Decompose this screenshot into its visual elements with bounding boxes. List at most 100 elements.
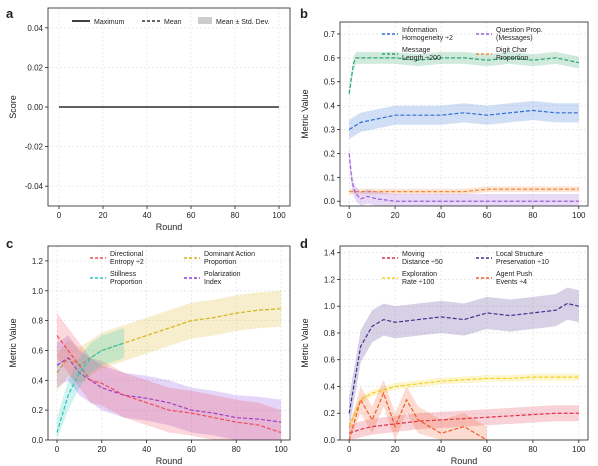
plot-frame: [339, 21, 589, 207]
y-tick-label: 0.3: [324, 126, 336, 135]
panel-label: b: [300, 6, 308, 21]
legend-label: Digit Char: [496, 47, 528, 54]
plot-frame: [47, 245, 291, 441]
y-tick-label: 0.0: [32, 436, 44, 445]
series-line: [56, 342, 125, 433]
y-tick-label: 0.2: [324, 409, 336, 418]
series-line: [348, 109, 579, 131]
panel-label: a: [6, 6, 14, 21]
x-tick-label: 60: [187, 211, 196, 220]
legend-label: Moving: [402, 251, 425, 258]
y-tick-label: 0.6: [324, 356, 336, 365]
x-tick-label: 60: [187, 445, 196, 454]
y-tick-label: 0.7: [324, 30, 336, 39]
x-tick-label: 0: [57, 211, 62, 220]
x-tick-label: 60: [483, 211, 492, 220]
legend-label: Stillness: [110, 271, 137, 278]
y-tick-label: 0.8: [324, 329, 336, 338]
y-tick-label: 0.6: [32, 346, 44, 355]
x-tick-label: 40: [437, 445, 446, 454]
legend-label: Proportion: [110, 279, 142, 286]
y-tick-label: 0.4: [324, 102, 336, 111]
y-tick-label: 0.4: [32, 376, 44, 385]
legend-label: Directional: [110, 251, 144, 258]
std-band: [56, 335, 282, 440]
series-line: [348, 153, 579, 202]
std-band: [349, 379, 487, 440]
y-tick-label: 1.0: [32, 287, 44, 296]
y-axis-label: Metric Value: [300, 318, 310, 367]
series-line: [348, 412, 579, 434]
x-tick-label: 20: [97, 445, 106, 454]
plot-frame: [47, 7, 291, 207]
x-tick-label: 20: [391, 445, 400, 454]
x-axis-label: Round: [156, 222, 183, 232]
x-tick-label: 20: [99, 211, 108, 220]
panel-b: b 0 20 40 60 80 100 0.0 0.1 0.2 0.3 0.4 0.5 0.6 0.7 Met…: [300, 6, 589, 220]
panel-d: d 0 20 40 60 80 100 0.0 0.2 0.4 0.6 0.8 1.0 1.2 1.4 Rou…: [300, 236, 589, 466]
x-tick-label: 40: [143, 211, 152, 220]
legend-label: Events ÷4: [496, 279, 527, 286]
legend-label: Information: [402, 27, 437, 34]
legend-label: Question Prop.: [496, 27, 543, 34]
legend-label: Maximum: [94, 19, 125, 26]
series-line: [56, 335, 282, 434]
y-tick-label: -0.04: [25, 182, 44, 191]
y-tick-label: 0.6: [324, 54, 336, 63]
legend-label: Local Structure: [496, 251, 543, 258]
x-tick-label: 100: [274, 445, 288, 454]
series-line: [349, 188, 579, 193]
x-tick-label: 40: [437, 211, 446, 220]
x-axis-label: Round: [156, 456, 183, 466]
legend-label: Preservation ÷10: [496, 259, 549, 266]
y-tick-label: 0.04: [27, 24, 43, 33]
y-tick-label: -0.02: [25, 143, 44, 152]
std-band: [349, 146, 579, 206]
y-tick-label: 0.8: [32, 317, 44, 326]
legend-label: Entropy ÷2: [110, 259, 144, 266]
y-tick-label: 0.4: [324, 382, 336, 391]
x-tick-label: 80: [231, 211, 240, 220]
x-tick-label: 0: [347, 211, 352, 220]
y-tick-label: 0.00: [27, 103, 43, 112]
y-tick-label: 0.02: [27, 63, 43, 72]
legend-label: Polarization: [204, 271, 241, 278]
legend-label: (Messages): [496, 35, 533, 42]
x-tick-label: 100: [572, 445, 586, 454]
x-axis-label: Round: [451, 456, 478, 466]
x-tick-label: 100: [572, 211, 586, 220]
panel-label: d: [300, 236, 308, 251]
legend-label: Length ÷200: [402, 55, 441, 62]
x-tick-label: 80: [232, 445, 241, 454]
x-tick-label: 20: [391, 211, 400, 220]
legend-label: Proportion: [204, 259, 236, 266]
y-tick-label: 1.2: [32, 257, 44, 266]
panel-c: c 0 20 40 60 80 100 0.0 0.2 0.4 0.6 0.8 1.0 1.2 Round M…: [6, 236, 291, 466]
y-tick-label: 0.2: [324, 149, 336, 158]
legend-label: Agent Push: [496, 271, 532, 278]
y-tick-label: 0.2: [32, 406, 44, 415]
x-tick-label: 80: [528, 445, 537, 454]
x-tick-label: 60: [483, 445, 492, 454]
x-tick-label: 80: [528, 211, 537, 220]
legend-label: Distance ÷50: [402, 259, 443, 266]
std-band: [349, 186, 579, 195]
series-line: [348, 57, 579, 94]
x-tick-label: 0: [347, 445, 352, 454]
y-tick-label: 0.0: [324, 436, 336, 445]
legend-label: Dominant Action: [204, 251, 255, 258]
y-tick-label: 0.0: [324, 197, 336, 206]
legend-swatch: [198, 17, 212, 24]
y-axis-label: Metric Value: [8, 318, 18, 367]
legend-label: Mean ± Std. Dev.: [216, 19, 270, 26]
legend-label: Proportion: [496, 55, 528, 62]
legend-label: Index: [204, 279, 222, 286]
legend-label: Exploration: [402, 271, 437, 278]
std-band: [349, 373, 579, 430]
series-line: [348, 302, 579, 414]
y-tick-label: 1.2: [324, 275, 336, 284]
std-band: [349, 51, 579, 100]
y-tick-label: 1.4: [324, 249, 336, 258]
y-tick-label: 1.0: [324, 302, 336, 311]
